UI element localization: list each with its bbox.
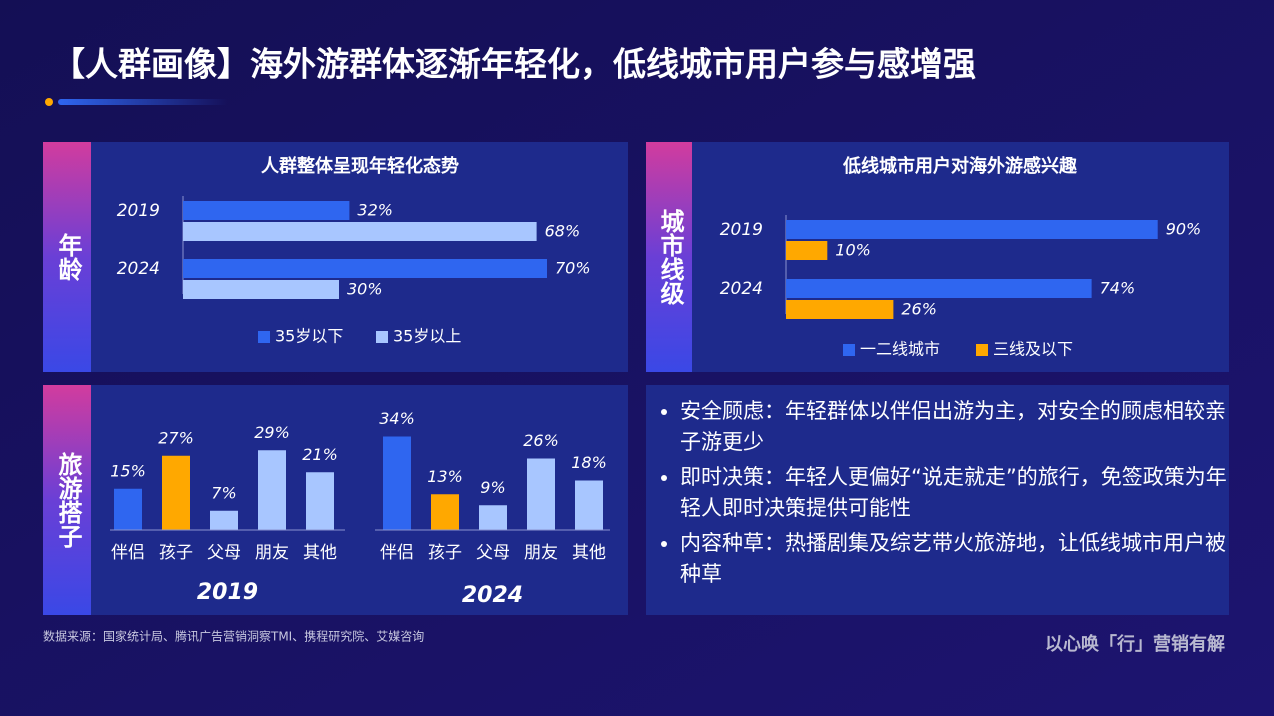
value-label: 26% (523, 431, 559, 450)
value-label: 10% (835, 241, 871, 260)
x-tick-label: 伴侣 (380, 543, 414, 563)
value-label: 27% (158, 428, 194, 447)
bar (162, 455, 190, 530)
chart-title: 人群整体呈现年轻化态势 (261, 155, 459, 177)
legend-swatch (843, 344, 855, 356)
value-label: 32% (357, 201, 393, 220)
value-label: 74% (1100, 279, 1136, 298)
bar (786, 241, 828, 260)
legend-swatch (976, 344, 988, 356)
bar (210, 510, 238, 530)
chart-title: 2019 (197, 580, 258, 605)
panels (43, 142, 1229, 615)
value-label: 18% (571, 453, 607, 472)
side-label: 城市线级 (656, 208, 684, 306)
legend-swatch (258, 331, 270, 343)
x-tick-label: 父母 (476, 543, 510, 563)
value-label: 68% (545, 222, 581, 241)
y-tick-label: 2024 (720, 279, 763, 299)
bar (183, 201, 350, 220)
side-label: 旅游搭子 (54, 452, 82, 549)
x-tick-label: 其他 (303, 543, 337, 563)
legend-swatch (376, 331, 388, 343)
legend-label: 一二线城市 (860, 340, 940, 359)
bar (183, 280, 339, 299)
value-label: 30% (347, 280, 383, 299)
bar (183, 259, 547, 278)
bar (431, 494, 459, 530)
x-tick-label: 伴侣 (111, 543, 145, 563)
bullet: 即时决策：年轻人更偏好“说走就走”的旅行，免签政策为年轻人即时决策提供可能性 (680, 462, 1240, 524)
value-label: 70% (555, 259, 591, 278)
brand: 以心唤「行」营销有解 (1045, 633, 1225, 655)
x-tick-label: 朋友 (255, 543, 289, 563)
value-label: 29% (254, 423, 290, 442)
bar (114, 488, 142, 530)
source: 数据来源：国家统计局、腾讯广告营销洞察TMI、携程研究院、艾媒咨询 (43, 629, 424, 644)
legend-label: 35岁以下 (275, 327, 343, 346)
title: 【人群画像】海外游群体逐渐年轻化，低线城市用户参与感增强 (52, 45, 976, 84)
y-tick-label: 2024 (117, 259, 160, 279)
legend-label: 35岁以上 (393, 327, 461, 346)
side-label: 年龄 (54, 232, 82, 282)
x-tick-label: 朋友 (524, 543, 558, 563)
value-label: 26% (901, 300, 937, 319)
bar (527, 458, 555, 530)
bar (258, 450, 286, 530)
deco (45, 98, 53, 106)
bullet: 内容种草：热播剧集及综艺带火旅游地，让低线城市用户被种草 (680, 528, 1240, 590)
value-label: 21% (302, 445, 338, 464)
value-label: 34% (379, 409, 415, 428)
bar (383, 436, 411, 530)
x-tick-label: 孩子 (428, 543, 462, 563)
bar (306, 472, 334, 530)
value-label: 13% (427, 467, 463, 486)
bullet: 安全顾虑：年轻群体以伴侣出游为主，对安全的顾虑相较亲子游更少 (680, 396, 1240, 458)
chart-title: 2024 (462, 583, 523, 608)
bar (786, 220, 1158, 239)
bar (479, 505, 507, 530)
legend-label: 三线及以下 (993, 340, 1073, 359)
x-tick-label: 父母 (207, 543, 241, 563)
y-tick-label: 2019 (720, 220, 763, 240)
y-tick-label: 2019 (117, 201, 160, 221)
value-label: 90% (1166, 220, 1202, 239)
notes: 安全顾虑：年轻群体以伴侣出游为主，对安全的顾虑相较亲子游更少即时决策：年轻人更偏… (660, 396, 1240, 594)
value-label: 9% (480, 478, 505, 497)
x-tick-label: 孩子 (159, 543, 193, 563)
value-label: 15% (110, 461, 146, 480)
value-label: 7% (211, 483, 236, 502)
bar (786, 279, 1092, 298)
bar (786, 300, 894, 319)
x-tick-label: 其他 (572, 543, 606, 563)
bar (183, 222, 537, 241)
chart-title: 低线城市用户对海外游感兴趣 (842, 155, 1078, 177)
bar (575, 480, 603, 530)
deco (58, 99, 228, 105)
